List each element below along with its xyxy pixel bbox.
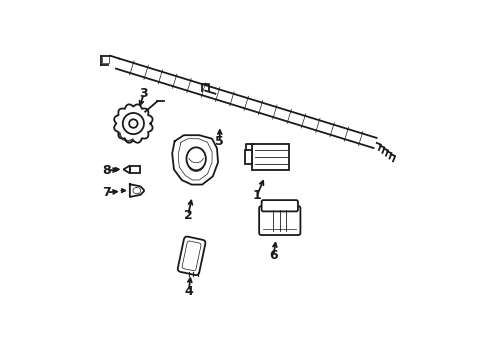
FancyBboxPatch shape [261, 200, 297, 211]
Text: 1: 1 [252, 189, 261, 202]
Ellipse shape [186, 147, 205, 170]
Text: 3: 3 [140, 87, 148, 100]
FancyBboxPatch shape [259, 206, 300, 235]
Text: 4: 4 [184, 285, 193, 298]
Polygon shape [130, 184, 143, 197]
Bar [252, 144, 289, 170]
FancyBboxPatch shape [177, 237, 205, 275]
Text: 6: 6 [268, 249, 277, 262]
Text: 8: 8 [102, 164, 111, 177]
Text: 7: 7 [102, 186, 111, 199]
Polygon shape [123, 166, 130, 173]
Bar [244, 150, 252, 164]
Text: 2: 2 [183, 209, 192, 222]
Text: 5: 5 [215, 135, 224, 148]
Bar [130, 166, 140, 173]
